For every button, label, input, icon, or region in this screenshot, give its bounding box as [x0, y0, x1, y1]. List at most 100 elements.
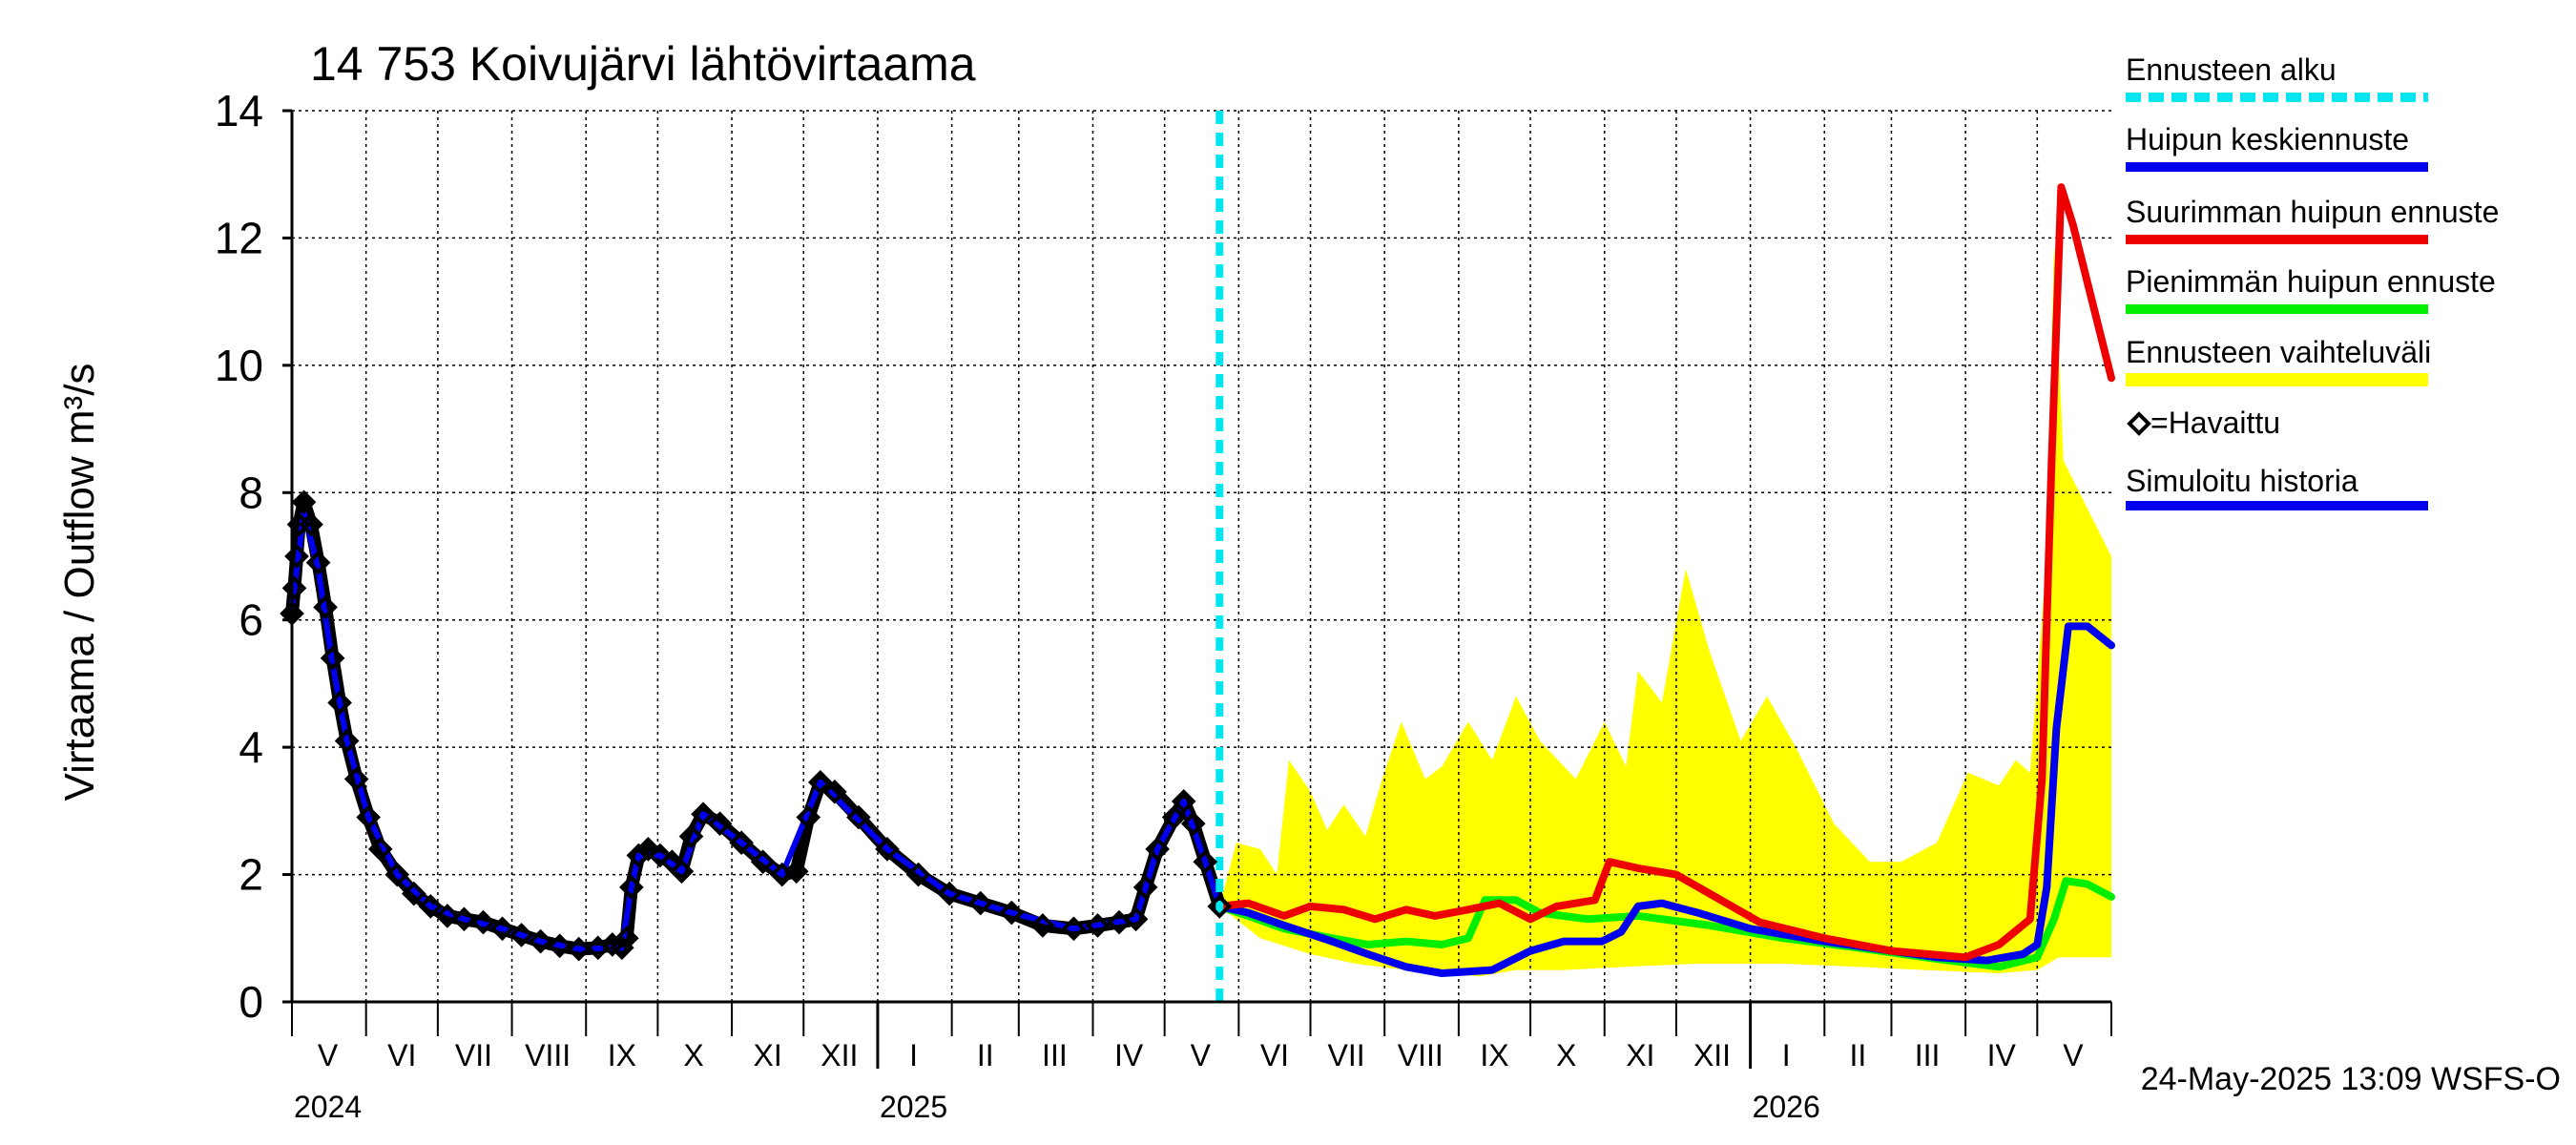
x-month-label: IX — [1480, 1038, 1508, 1072]
observed-point — [707, 811, 733, 837]
observed-point — [1171, 789, 1196, 814]
x-month-label: XII — [821, 1038, 858, 1072]
observed-point — [648, 843, 673, 868]
x-month-label: X — [683, 1038, 703, 1072]
y-tick-label: 14 — [215, 86, 263, 135]
observed-point — [356, 804, 382, 830]
legend-swatch-observed — [2127, 411, 2151, 436]
x-month-label: I — [1782, 1038, 1791, 1072]
observed-point — [635, 837, 661, 862]
y-tick-label: 12 — [215, 213, 263, 262]
x-month-label: VII — [1328, 1038, 1365, 1072]
observed-point — [626, 843, 652, 868]
x-month-label: III — [1042, 1038, 1068, 1072]
observed-point — [528, 928, 553, 954]
x-month-label: V — [1191, 1038, 1212, 1072]
observed-point — [327, 690, 352, 716]
x-month-label: X — [1556, 1038, 1576, 1072]
x-month-label: VI — [387, 1038, 416, 1072]
observed-point — [470, 909, 496, 935]
legend-label: Ennusteen vaihteluväli — [2126, 335, 2431, 369]
observed-point — [435, 904, 460, 928]
observed-point — [367, 837, 393, 862]
y-axis-label: Virtaama / Outflow m³/s — [56, 364, 103, 802]
observed-point — [313, 594, 338, 620]
y-tick-label: 10 — [215, 341, 263, 390]
observed-point — [796, 804, 821, 830]
x-month-label: IV — [1987, 1038, 2017, 1072]
x-year-label: 2025 — [880, 1090, 947, 1124]
x-month-label: V — [318, 1038, 339, 1072]
observed-point — [547, 933, 572, 959]
timestamp-label: 24-May-2025 13:09 WSFS-O — [2141, 1061, 2561, 1097]
observed-point — [807, 770, 833, 795]
observed-point — [750, 849, 776, 875]
y-tick-label: 0 — [239, 977, 263, 1027]
x-month-label: II — [1849, 1038, 1866, 1072]
x-month-label: I — [909, 1038, 918, 1072]
observed-point — [999, 900, 1025, 926]
mean-peak-forecast-line — [1215, 622, 2115, 977]
observed-point — [1123, 906, 1149, 932]
x-month-label: IX — [608, 1038, 636, 1072]
observed-point — [343, 766, 369, 792]
observed-point — [291, 489, 317, 515]
observed-point — [1061, 916, 1087, 942]
observed-point — [678, 823, 704, 849]
y-tick-label: 4 — [239, 722, 263, 772]
observed-point — [905, 862, 931, 887]
x-month-label: XI — [1626, 1038, 1654, 1072]
observed-point — [822, 780, 847, 804]
x-year-label: 2026 — [1753, 1090, 1820, 1124]
observed-point — [320, 645, 345, 671]
x-month-label: V — [2063, 1038, 2084, 1072]
observed-point — [334, 728, 360, 754]
observed-point — [489, 916, 515, 942]
x-month-label: II — [977, 1038, 994, 1072]
observed-point — [1085, 913, 1111, 938]
observed-point — [281, 575, 307, 601]
x-month-label: IV — [1114, 1038, 1144, 1072]
observed-point — [846, 804, 871, 830]
observed-point — [566, 936, 592, 962]
x-month-label: VIII — [525, 1038, 571, 1072]
observed-point — [418, 894, 444, 919]
y-tick-label: 6 — [239, 595, 263, 645]
legend-label: Pienimmän huipun ennuste — [2126, 264, 2496, 299]
observed-point — [783, 859, 809, 885]
x-month-label: XII — [1693, 1038, 1731, 1072]
legend-label: Simuloitu historia — [2126, 464, 2358, 498]
observed-point — [384, 862, 410, 887]
legend-swatch-band — [2126, 373, 2428, 386]
observed-point — [729, 830, 754, 856]
forecast-range-band — [1219, 244, 2111, 977]
y-tick-label: 8 — [239, 468, 263, 517]
observed-point — [875, 837, 900, 862]
max-peak-forecast-line — [1215, 183, 2115, 962]
observed-point — [613, 926, 639, 951]
x-month-label: VII — [455, 1038, 492, 1072]
legend: Ennusteen alku Huipun keskiennuste Suurimm… — [2126, 52, 2499, 510]
legend-label: Huipun keskiennuste — [2126, 122, 2409, 156]
observed-point — [937, 881, 962, 906]
x-month-label: VIII — [1398, 1038, 1444, 1072]
observed-point — [1145, 837, 1170, 862]
observed-point — [1180, 811, 1206, 837]
legend-label: Suurimman huipun ennuste — [2126, 195, 2499, 229]
forecast-band-area — [1219, 244, 2111, 977]
observed-point — [1193, 849, 1218, 875]
observed-point — [401, 881, 426, 906]
observed-point — [1207, 894, 1233, 919]
observed-point — [619, 875, 644, 900]
observed-point — [284, 544, 309, 569]
observed-point — [669, 859, 695, 885]
observed-point — [451, 906, 477, 932]
observed-point — [691, 802, 716, 827]
min-peak-forecast-line — [1215, 877, 2115, 971]
x-month-label: III — [1915, 1038, 1941, 1072]
x-month-label: XI — [754, 1038, 782, 1072]
legend-label: =Havaittu — [2150, 406, 2280, 440]
observed-point — [299, 511, 323, 537]
